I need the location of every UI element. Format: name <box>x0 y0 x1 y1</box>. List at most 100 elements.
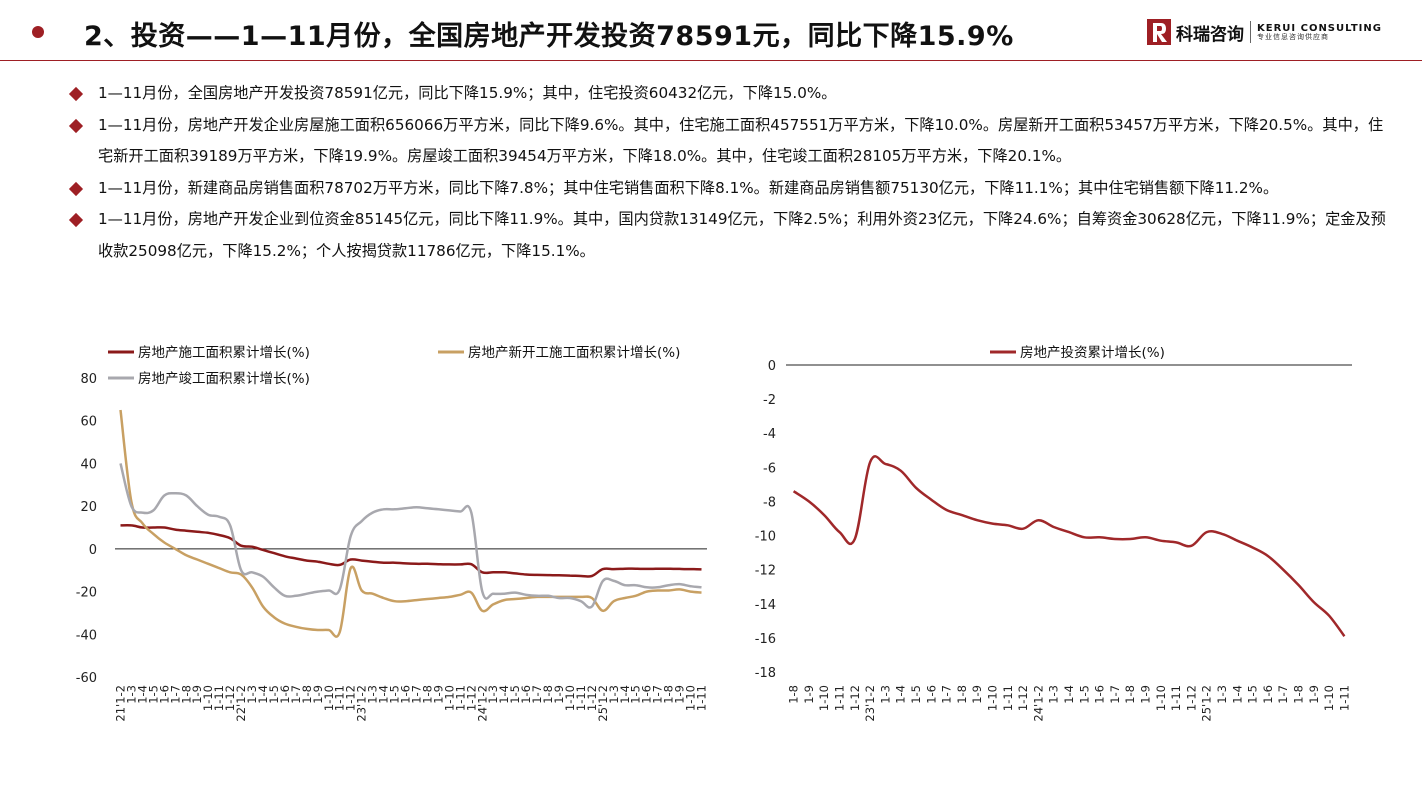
x-tick-label: 1-4 <box>377 685 391 704</box>
x-tick-label: 1-4 <box>135 685 149 704</box>
y-tick-label: -2 <box>763 393 776 408</box>
x-tick-label: 1-8 <box>787 685 801 704</box>
series-line <box>119 463 702 609</box>
diamond-bullet-icon <box>68 181 84 196</box>
x-tick-label: 1-6 <box>1261 685 1275 704</box>
x-tick-label: 1-8 <box>1291 685 1305 704</box>
x-tick-label: 1-11 <box>695 685 709 711</box>
x-tick-label: 1-12 <box>848 685 862 711</box>
x-tick-label: 1-7 <box>1276 685 1290 704</box>
investment-growth-chart: 0 -2 -4 -6 -8 -10 -12 -14 -16 -18 1-8 1-9 1-10 1-11 1-… <box>740 330 1370 730</box>
x-tick-label: 1-3 <box>1047 685 1061 704</box>
x-tick-label: 1-10 <box>684 685 698 711</box>
y-tick-label: -16 <box>755 632 776 647</box>
x-tick-label: 1-8 <box>662 685 676 704</box>
y-tick-label: -40 <box>76 628 97 643</box>
x-tick-label: 1-9 <box>552 685 566 704</box>
diamond-bullet-icon <box>68 118 84 133</box>
x-tick-label: 22'1-2 <box>234 685 248 722</box>
x-tick-label: 24'1-2 <box>1031 685 1045 722</box>
y-tick-label: -10 <box>755 530 776 545</box>
header-divider <box>0 60 1422 61</box>
x-tick-label: 1-11 <box>333 685 347 711</box>
x-tick-label: 1-9 <box>311 685 325 704</box>
y-tick-label: 0 <box>768 359 776 374</box>
x-tick-label: 1-10 <box>201 685 215 711</box>
x-tick-label: 1-5 <box>909 685 923 704</box>
y-tick-label: -6 <box>763 461 776 476</box>
x-tick-label: 25'1-2 <box>1200 685 1214 722</box>
bullet-item: 1—11月份，房地产开发企业房屋施工面积656066万平方米，同比下降9.6%。… <box>68 110 1394 173</box>
y-tick-label: 60 <box>80 415 97 430</box>
x-tick-label: 1-5 <box>146 685 160 704</box>
x-tick-label: 1-8 <box>300 685 314 704</box>
logo-en-line: KERUI CONSULTING <box>1257 22 1382 34</box>
construction-area-growth-chart: 80 60 40 20 0 -20 -40 -60 21'1-2 1-3 1-4 1-5 1-6 1-7 1… <box>60 330 720 730</box>
logo-tagline: 专业信息咨询供应商 <box>1257 32 1329 41</box>
x-tick-label: 1-10 <box>563 685 577 711</box>
logo-mark-icon <box>1147 19 1171 45</box>
logo-separator <box>1250 21 1251 43</box>
bullet-text: 1—11月份，房地产开发企业房屋施工面积656066万平方米，同比下降9.6%。… <box>98 115 1384 166</box>
x-tick-label: 1-8 <box>179 685 193 704</box>
x-tick-label: 1-10 <box>1154 685 1168 711</box>
x-tick-label: 1-7 <box>289 685 303 704</box>
page-title: 2、投资——1—11月份，全国房地产开发投资78591元，同比下降15.9% <box>84 21 1014 52</box>
x-tick-label: 1-4 <box>1230 685 1244 704</box>
y-tick-label: 0 <box>89 543 97 558</box>
logo-text-en: KERUI CONSULTING 专业信息咨询供应商 <box>1257 23 1382 42</box>
y-tick-label: -18 <box>755 666 776 681</box>
x-tick-label: 1-7 <box>651 685 665 704</box>
x-tick-label: 1-9 <box>190 685 204 704</box>
x-tick-label: 1-8 <box>1123 685 1137 704</box>
x-tick-label: 1-12 <box>1184 685 1198 711</box>
x-tick-label: 1-4 <box>618 685 632 704</box>
x-tick-label: 1-8 <box>955 685 969 704</box>
x-tick-label: 1-7 <box>409 685 423 704</box>
x-tick-label: 1-11 <box>453 685 467 711</box>
x-tick-label: 1-3 <box>607 685 621 704</box>
x-tick-label: 1-4 <box>256 685 270 704</box>
x-tick-label: 1-6 <box>1093 685 1107 704</box>
x-tick-label: 1-5 <box>267 685 281 704</box>
x-tick-label: 1-4 <box>894 685 908 704</box>
x-tick-label: 1-6 <box>278 685 292 704</box>
x-tick-label: 1-5 <box>388 685 402 704</box>
x-tick-label: 1-9 <box>1307 685 1321 704</box>
x-tick-label: 1-7 <box>168 685 182 704</box>
chart-svg: 0-2-4-6-8-10-12-14-16-181-8 1-9 1-10 1-11 1-… <box>755 345 1352 722</box>
bullet-item: 1—11月份，新建商品房销售面积78702万平方米，同比下降7.8%；其中住宅销… <box>68 173 1394 205</box>
chart-svg: 806040200-20-40-6021'1-21-31-41-51-61-71… <box>76 345 709 722</box>
y-tick-label: -12 <box>755 564 776 579</box>
x-tick-label: 1-12 <box>464 685 478 711</box>
legend-label: 房地产竣工面积累计增长(%) <box>138 371 310 387</box>
x-tick-label: 24'1-2 <box>475 685 489 722</box>
series-line <box>119 409 702 638</box>
bullet-text: 1—11月份，房地产开发企业到位资金85145亿元，同比下降11.9%。其中，国… <box>98 210 1386 260</box>
x-tick-label: 1-3 <box>366 685 380 704</box>
x-tick-label: 1-3 <box>245 685 259 704</box>
x-tick-label: 1-4 <box>1062 685 1076 704</box>
x-tick-label: 1-11 <box>833 685 847 711</box>
x-tick-label: 23'1-2 <box>863 685 877 722</box>
title-bullet-dot <box>32 26 44 38</box>
bullet-item: 1—11月份，全国房地产开发投资78591亿元，同比下降15.9%；其中，住宅投… <box>68 78 1394 110</box>
x-tick-label: 1-10 <box>817 685 831 711</box>
x-tick-label: 1-8 <box>420 685 434 704</box>
x-tick-label: 21'1-2 <box>113 685 127 722</box>
logo-text-cn: 科瑞咨询 <box>1176 24 1244 45</box>
x-tick-label: 1-3 <box>486 685 500 704</box>
x-tick-label: 1-7 <box>940 685 954 704</box>
x-tick-label: 1-11 <box>1337 685 1351 711</box>
x-tick-label: 25'1-2 <box>596 685 610 722</box>
y-tick-label: -60 <box>76 671 97 686</box>
x-tick-label: 1-12 <box>585 685 599 711</box>
x-tick-label: 1-5 <box>508 685 522 704</box>
x-tick-label: 1-10 <box>442 685 456 711</box>
y-tick-label: 20 <box>80 500 97 515</box>
x-tick-label: 1-7 <box>530 685 544 704</box>
x-tick-label: 1-6 <box>157 685 171 704</box>
x-tick-label: 1-8 <box>541 685 555 704</box>
summary-bullets: 1—11月份，全国房地产开发投资78591亿元，同比下降15.9%；其中，住宅投… <box>68 78 1394 267</box>
x-tick-label: 1-10 <box>322 685 336 711</box>
